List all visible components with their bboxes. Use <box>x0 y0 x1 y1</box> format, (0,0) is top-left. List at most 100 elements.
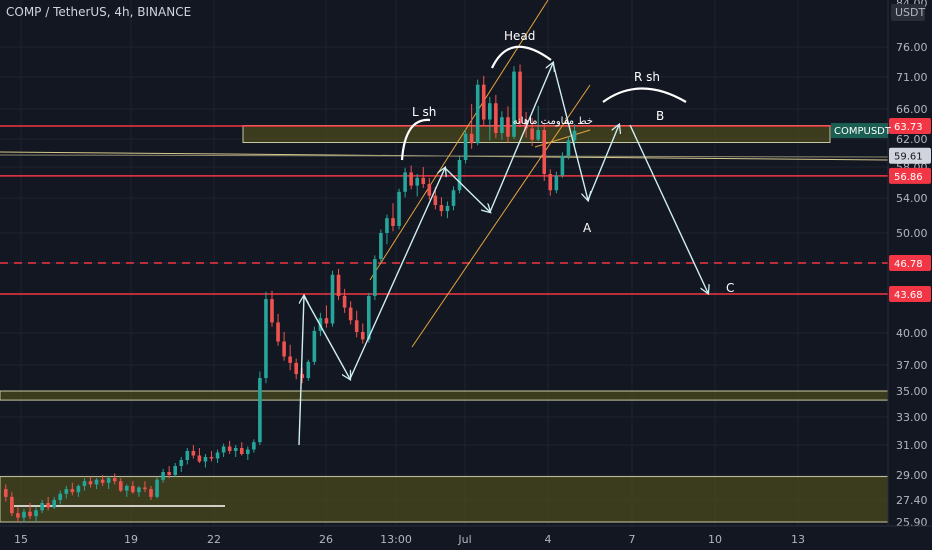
candle-body <box>457 160 462 191</box>
candle-body <box>427 184 432 196</box>
price-tick-label: 35.00 <box>896 385 928 398</box>
time-tick-label: 15 <box>14 533 28 546</box>
candle-body <box>336 274 341 296</box>
candle-body <box>58 493 63 500</box>
candle-body <box>246 449 250 454</box>
wave-arrow <box>444 167 490 212</box>
candle-body <box>28 511 32 517</box>
candle-body <box>324 318 329 324</box>
candle-body <box>46 502 50 508</box>
candle-body <box>209 457 214 459</box>
price-tick-label: 62.00 <box>896 133 928 146</box>
candle-body <box>475 84 480 144</box>
candle-body <box>185 451 190 460</box>
candle-body <box>221 446 226 453</box>
candle-body <box>354 320 359 332</box>
candle-body <box>22 511 26 518</box>
candle-body <box>70 489 75 493</box>
time-tick-label: 22 <box>207 533 221 546</box>
candle-body <box>10 496 14 514</box>
candle-body <box>179 460 184 466</box>
head-arc <box>491 45 552 69</box>
candle-body <box>215 452 220 459</box>
candle-body <box>421 177 426 185</box>
wave-arrow <box>489 63 553 213</box>
wave-arrow <box>629 124 708 293</box>
candle-body <box>572 130 577 141</box>
label-point-b: B <box>656 109 664 123</box>
candle-layer <box>4 64 577 522</box>
candle-body <box>191 451 196 456</box>
price-tag-bg <box>889 167 931 184</box>
price-tick-label: 27.40 <box>896 494 928 507</box>
currency-badge <box>891 4 925 21</box>
candle-body <box>131 485 135 493</box>
symbol-tag-bg <box>831 123 888 139</box>
candle-body <box>445 205 450 212</box>
symbol-tag-label: COMPUSDT <box>834 126 892 137</box>
label-right-shoulder: R sh <box>634 70 660 84</box>
zone-lower-zone <box>0 476 889 523</box>
label-head: Head <box>504 29 535 43</box>
price-tag-bg <box>889 147 931 164</box>
price-tick-label: 76.00 <box>896 41 928 54</box>
price-tag-bg <box>889 255 931 271</box>
candle-body <box>276 322 280 342</box>
candle-body <box>294 362 298 375</box>
price-tick-label: 54.00 <box>896 192 928 205</box>
price-tag-bg <box>889 118 931 135</box>
candle-body <box>88 481 93 485</box>
price-tag-label: 59.61 <box>894 152 923 163</box>
zone-middle-zone <box>0 390 889 401</box>
candle-body <box>100 479 105 483</box>
candle-body <box>40 502 44 511</box>
candle-body <box>554 175 559 191</box>
candle-body <box>367 295 371 340</box>
left-shoulder-arc <box>400 118 431 161</box>
candle-body <box>239 448 244 454</box>
candle-body <box>518 71 522 124</box>
candle-body <box>173 466 177 475</box>
price-tick-label: 66.00 <box>896 103 928 116</box>
candle-body <box>469 133 474 144</box>
candle-body <box>463 133 468 160</box>
time-axis-panel <box>0 526 932 550</box>
candle-body <box>125 485 129 491</box>
chart-title-text: COMP / TetherUS, 4h, BINANCE <box>6 5 192 19</box>
price-tick-label: 71.00 <box>896 71 928 84</box>
price-tick-label: 50.00 <box>896 227 928 240</box>
candle-body <box>391 218 395 226</box>
candle-body <box>106 478 111 483</box>
candle-body <box>227 446 232 451</box>
candle-body <box>82 481 87 486</box>
price-tick-label: 31.00 <box>896 439 928 452</box>
trendline-flat <box>0 154 889 158</box>
candle-body <box>264 299 268 378</box>
candle-body <box>52 500 56 508</box>
time-tick-label: Jul <box>457 533 471 546</box>
candle-body <box>530 128 534 140</box>
price-axis-panel <box>888 0 932 550</box>
candle-body <box>258 378 262 443</box>
candle-body <box>149 489 153 497</box>
label-left-shoulder: L sh <box>412 105 436 119</box>
candle-body <box>397 191 401 226</box>
price-tick-label: 33.00 <box>896 411 928 424</box>
candle-body <box>167 472 171 475</box>
time-tick-label: 10 <box>708 533 722 546</box>
candle-body <box>306 361 311 378</box>
candle-body <box>536 130 540 140</box>
candle-body <box>379 233 383 260</box>
candle-body <box>403 172 407 192</box>
candle-body <box>270 299 274 323</box>
candle-body <box>34 510 38 517</box>
price-tick-label: 37.00 <box>896 359 928 372</box>
candle-body <box>373 259 377 296</box>
right-shoulder-arc <box>602 87 687 103</box>
candle-body <box>385 218 389 233</box>
channel-lower-line <box>411 84 591 348</box>
label-point-a: A <box>583 221 592 235</box>
candle-body <box>560 155 565 176</box>
